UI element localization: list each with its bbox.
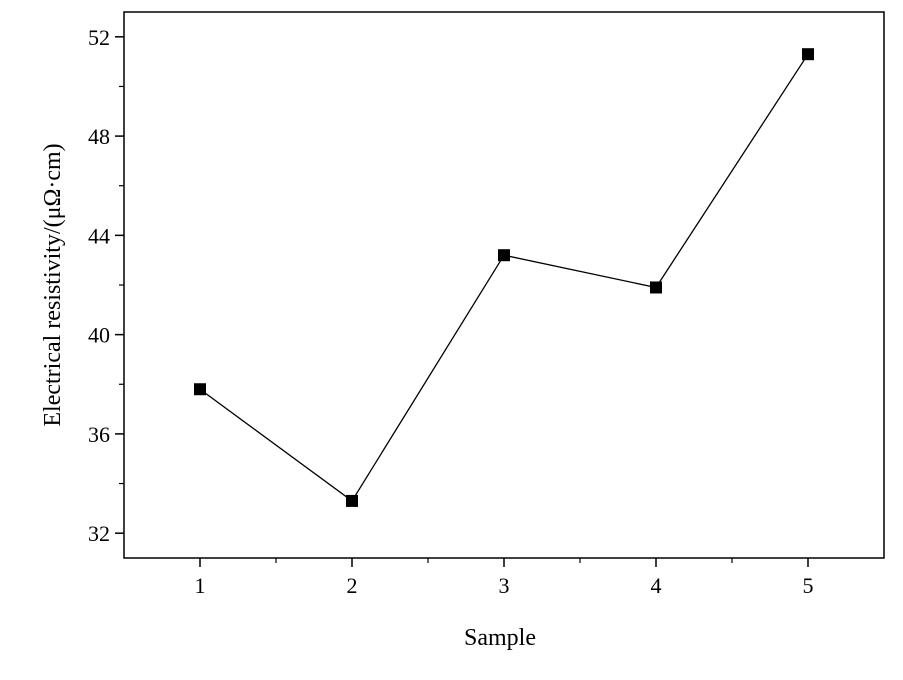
x-axis-ticks: 1 2 3 4 5 [195,558,814,598]
x-tick-label: 5 [803,573,814,598]
series-line [194,48,814,507]
y-tick-label: 44 [88,223,110,248]
y-tick-label: 36 [88,422,110,447]
x-tick-label: 1 [195,573,206,598]
data-point-marker [650,281,662,294]
x-tick-label: 2 [347,573,358,598]
x-axis-title: Sample [464,625,536,651]
y-tick-label: 32 [88,521,110,546]
data-point-marker [346,494,358,507]
data-point-marker [498,249,510,262]
plot-frame [123,11,885,559]
data-point-marker [802,48,814,61]
y-axis-title: Electrical resistivity/(μΩ·cm) [40,143,66,426]
y-tick-label: 52 [88,25,110,50]
data-point-marker [194,383,206,396]
y-tick-label: 48 [88,124,110,149]
x-tick-label: 4 [651,573,662,598]
y-tick-label: 40 [88,323,110,348]
x-tick-label: 3 [499,573,510,598]
y-axis-ticks: 32 36 40 44 48 52 [88,25,124,546]
series-path [199,53,809,502]
